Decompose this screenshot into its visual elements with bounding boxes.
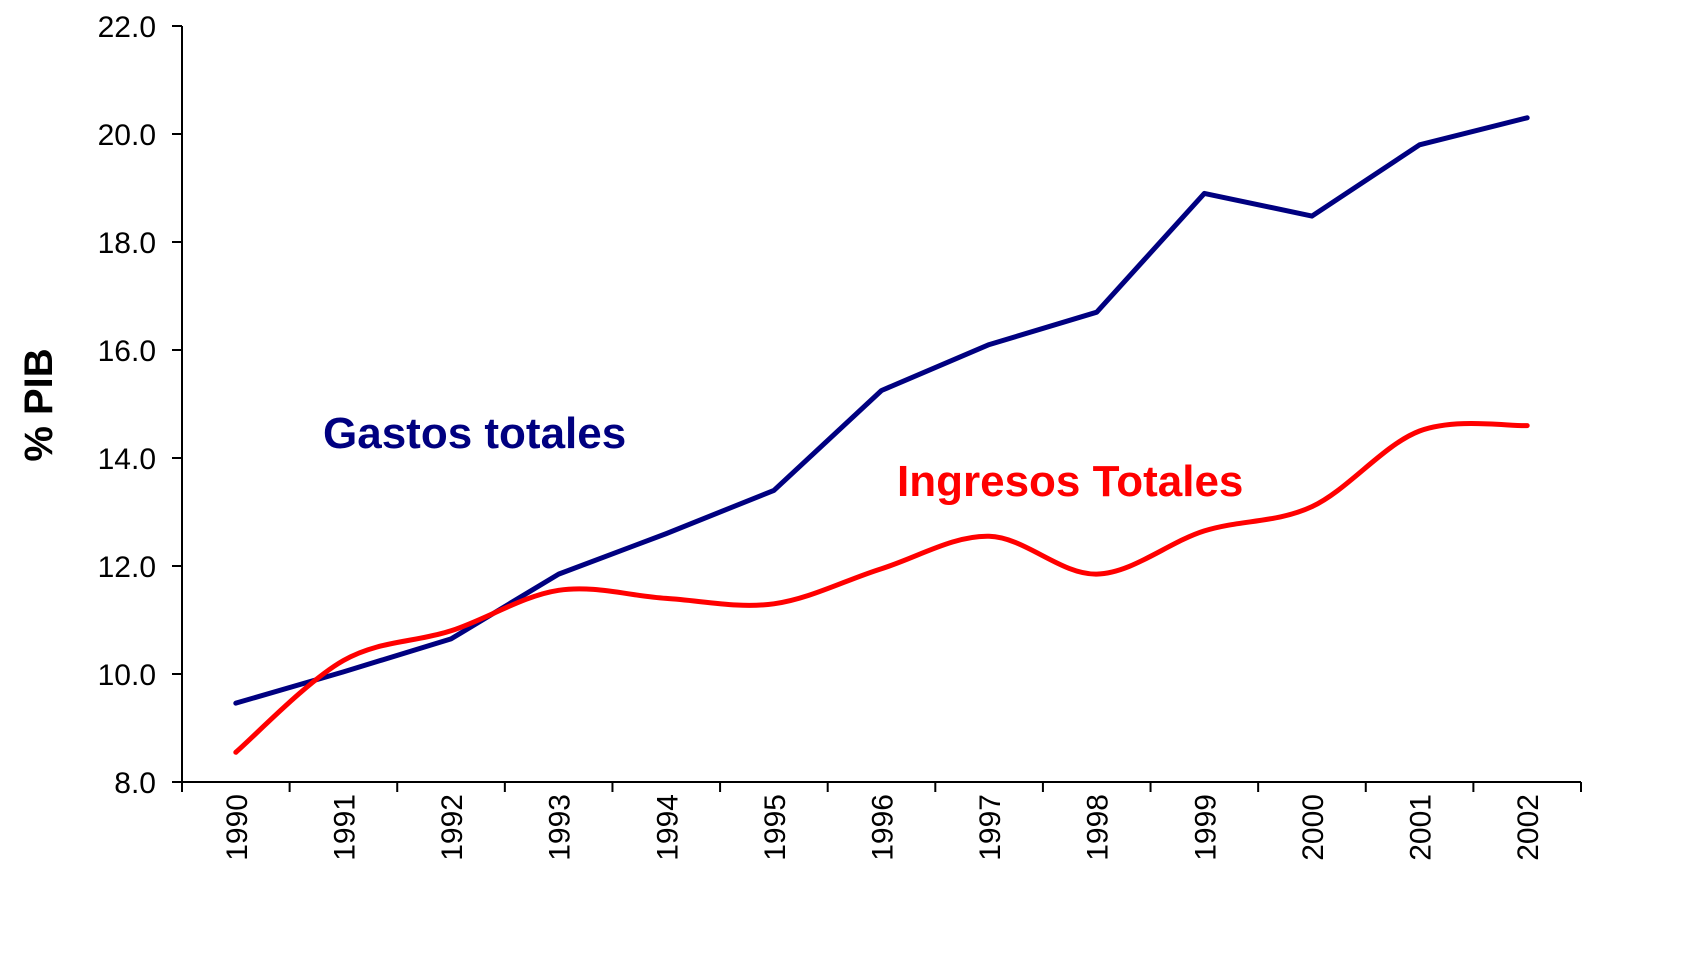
x-tick-label: 1999 [1189,794,1222,861]
x-tick-label: 1990 [221,794,254,861]
y-tick-label: 12.0 [98,551,156,584]
y-tick-label: 16.0 [98,335,156,368]
x-tick-label: 1994 [651,794,684,861]
series-line [233,115,1530,706]
x-tick-label: 2002 [1512,794,1545,861]
series-line [233,420,1530,755]
y-tick-label: 8.0 [114,767,156,800]
y-tick-label: 22.0 [98,11,156,44]
y-tick-label: 18.0 [98,227,156,260]
x-tick-label: 1992 [436,794,469,861]
y-axis-title: % PIB [17,348,61,461]
x-tick-label: 1996 [867,794,900,861]
y-tick-label: 10.0 [98,659,156,692]
x-tick-label: 2000 [1297,794,1330,861]
series-label: Gastos totales [323,409,626,458]
x-tick-label: 1998 [1082,794,1115,861]
y-tick-label: 14.0 [98,443,156,476]
series-label: Ingresos Totales [897,457,1243,506]
x-tick-label: 1993 [544,794,577,861]
x-tick-label: 1995 [759,794,792,861]
x-tick-label: 2001 [1405,794,1438,861]
x-tick-label: 1991 [328,794,361,861]
y-tick-label: 20.0 [98,119,156,152]
x-tick-label: 1997 [974,794,1007,861]
